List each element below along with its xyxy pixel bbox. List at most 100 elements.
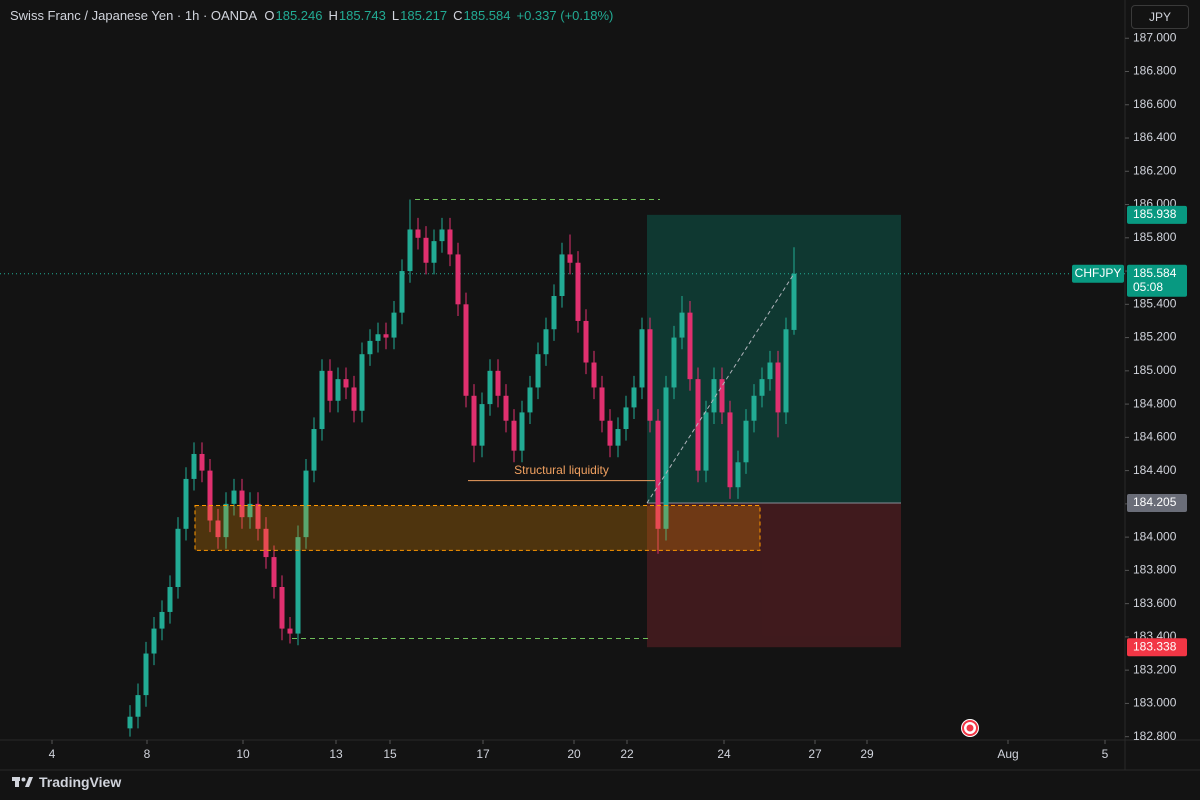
candle-body — [583, 320, 589, 363]
y-tick-label: 183.600 — [1133, 596, 1177, 610]
candle-body — [527, 387, 533, 413]
candle-body — [751, 395, 757, 421]
y-tick-label: 184.400 — [1133, 463, 1177, 477]
y-tick-label: 185.200 — [1133, 330, 1177, 344]
currency-button[interactable]: JPY — [1131, 5, 1189, 29]
candle-body — [223, 503, 229, 538]
candle-body — [495, 370, 501, 396]
candle-body — [335, 379, 341, 401]
candle-body — [295, 537, 301, 634]
countdown: 05:08 — [1133, 280, 1163, 294]
x-tick-label: 5 — [1102, 747, 1109, 761]
candle-body — [399, 271, 405, 313]
candle-body — [135, 695, 141, 717]
target-tag-bg — [1127, 205, 1187, 224]
candle-body — [159, 611, 165, 629]
candle-body — [151, 628, 157, 654]
x-tick-label: 4 — [49, 747, 56, 761]
candle-body — [367, 340, 373, 355]
stop-zone — [647, 503, 901, 648]
candle-body — [167, 587, 173, 612]
candle-body — [783, 329, 789, 413]
candle-body — [775, 362, 781, 413]
y-tick-label: 186.600 — [1133, 97, 1177, 111]
candle-body — [311, 429, 317, 471]
candle-body — [375, 334, 381, 341]
alert-marker[interactable] — [961, 719, 979, 737]
candle-body — [535, 354, 541, 388]
candle-body — [791, 273, 797, 330]
y-tick-label: 183.200 — [1133, 662, 1177, 676]
y-tick-label: 185.800 — [1133, 230, 1177, 244]
entry-tag-bg — [1127, 494, 1187, 513]
y-tick-label: 185.400 — [1133, 296, 1177, 310]
candle-body — [767, 362, 773, 380]
x-tick-label: 8 — [144, 747, 151, 761]
candle-body — [735, 462, 741, 488]
candle-body — [231, 490, 237, 504]
candle-body — [303, 470, 309, 538]
candle-body — [359, 354, 365, 411]
candle-body — [567, 254, 573, 263]
candle-body — [239, 490, 245, 518]
candle-body — [263, 528, 269, 558]
x-tick-label: 15 — [383, 747, 397, 761]
x-tick-label: Aug — [997, 747, 1018, 761]
x-tick-label: 13 — [329, 747, 343, 761]
alert-ring — [962, 720, 978, 736]
y-tick-label: 182.800 — [1133, 729, 1177, 743]
candle-body — [471, 395, 477, 446]
candle-body — [551, 296, 557, 330]
x-tick-label: 24 — [717, 747, 731, 761]
candle-body — [479, 404, 485, 446]
y-tick-label: 184.600 — [1133, 430, 1177, 444]
candle-body — [591, 362, 597, 388]
y-tick-label: 183.800 — [1133, 563, 1177, 577]
candle-body — [455, 254, 461, 305]
ohlc-value: 185.217 — [400, 8, 448, 23]
ohlc-value: 185.584 — [463, 8, 511, 23]
candle-body — [719, 379, 725, 413]
candle-body — [543, 329, 549, 355]
symbol-tag: CHFJPY — [1075, 266, 1122, 280]
candle-body — [175, 528, 181, 588]
candle-body — [191, 453, 197, 479]
brand-logo — [12, 777, 33, 787]
candle-body — [487, 370, 493, 405]
alert-dot — [966, 724, 974, 732]
x-tick-label: 27 — [808, 747, 822, 761]
symbol-header: Swiss Franc / Japanese Yen · 1h · OANDA … — [10, 8, 619, 23]
y-tick-label: 187.000 — [1133, 30, 1177, 44]
candle-body — [215, 520, 221, 538]
entry-tag: 184.205 — [1133, 495, 1177, 509]
candle-body — [599, 387, 605, 421]
candle-body — [607, 420, 613, 446]
ohlc-value: 185.246 — [275, 8, 323, 23]
candle-body — [183, 478, 189, 529]
candle-body — [431, 241, 437, 263]
last-price-tag: 185.584 — [1133, 266, 1177, 280]
liquidity-label: Structural liquidity — [514, 463, 609, 477]
y-tick-label: 186.800 — [1133, 64, 1177, 78]
last-price-tag-bg — [1127, 264, 1187, 297]
candle-body — [671, 337, 677, 388]
candle-body — [695, 379, 701, 471]
target-zone — [647, 214, 901, 504]
candle-body — [327, 370, 333, 401]
candle-body — [343, 379, 349, 388]
candle-body — [727, 412, 733, 488]
candle-body — [319, 370, 325, 430]
stop-tag-bg — [1127, 638, 1187, 657]
ohlc-key: O — [264, 8, 275, 23]
candle-body — [655, 420, 661, 529]
brand-name: TradingView — [39, 774, 122, 790]
candle-body — [279, 587, 285, 629]
change: +0.337 (+0.18%) — [516, 8, 614, 23]
x-tick-label: 29 — [860, 747, 874, 761]
candle-body — [127, 716, 133, 729]
candle-body — [743, 420, 749, 463]
candle-body — [415, 229, 421, 238]
x-tick-label: 17 — [476, 747, 490, 761]
candle-body — [703, 412, 709, 471]
